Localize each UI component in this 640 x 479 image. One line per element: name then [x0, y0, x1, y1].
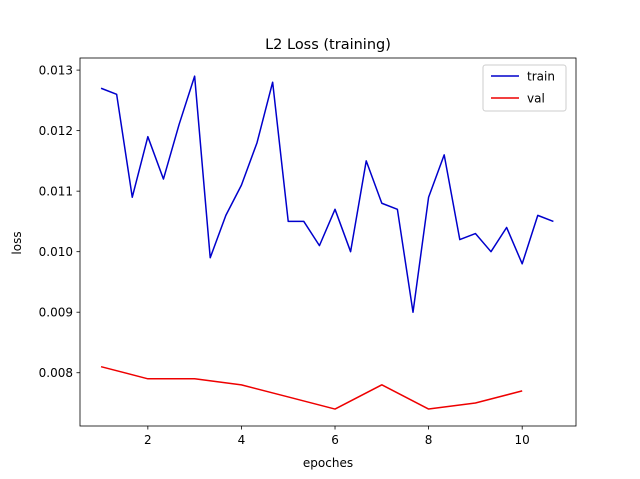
legend-label-train: train — [527, 70, 555, 84]
x-tick-label: 10 — [515, 433, 530, 447]
y-tick-label: 0.009 — [39, 306, 73, 320]
axes-frame — [79, 57, 577, 427]
chart-title: L2 Loss (training) — [265, 37, 391, 53]
x-tick-label: 6 — [331, 433, 339, 447]
series-line-val — [100, 365, 523, 410]
y-axis-title: loss — [10, 231, 24, 254]
x-tick-label: 4 — [238, 433, 246, 447]
legend-label-val: val — [527, 92, 545, 106]
y-tick-label: 0.008 — [39, 366, 73, 380]
y-tick-label: 0.011 — [39, 185, 73, 199]
plot-area: 2 4 6 8 10 0.008 0.009 0.010 0.011 0.012 0.013 trai… — [39, 57, 577, 447]
y-tick-label: 0.012 — [39, 124, 73, 138]
series-line-train — [100, 75, 554, 313]
x-tick-label: 8 — [425, 433, 433, 447]
x-tick-label: 2 — [144, 433, 152, 447]
y-tick-label: 0.013 — [39, 64, 73, 78]
x-axis-title: epoches — [303, 456, 353, 470]
y-tick-label: 0.010 — [39, 245, 73, 259]
